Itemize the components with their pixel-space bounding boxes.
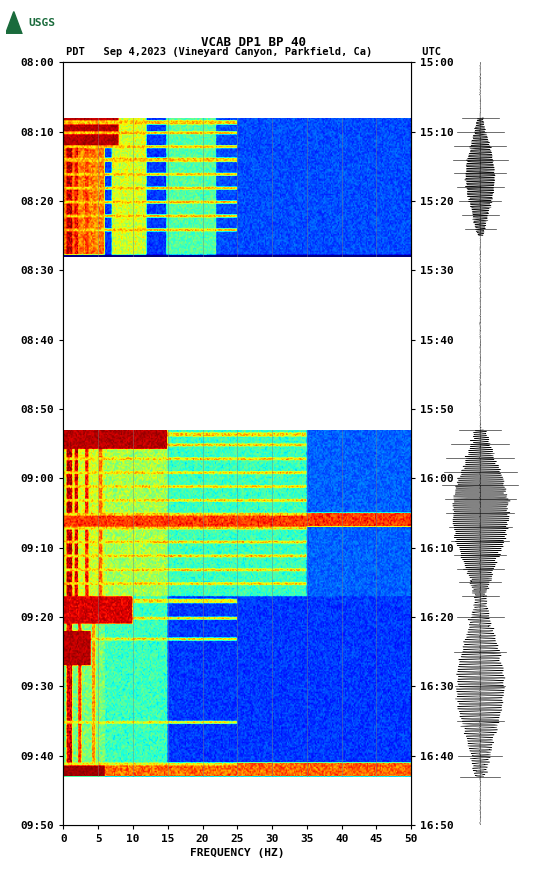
Polygon shape <box>6 12 22 34</box>
Text: USGS: USGS <box>29 18 56 29</box>
Bar <box>63 62 411 118</box>
Text: VCAB DP1 BP 40: VCAB DP1 BP 40 <box>201 36 306 49</box>
Bar <box>63 257 411 430</box>
Bar <box>63 777 411 825</box>
X-axis label: FREQUENCY (HZ): FREQUENCY (HZ) <box>190 848 285 858</box>
Text: PDT   Sep 4,2023 (Vineyard Canyon, Parkfield, Ca)        UTC: PDT Sep 4,2023 (Vineyard Canyon, Parkfie… <box>66 47 442 57</box>
